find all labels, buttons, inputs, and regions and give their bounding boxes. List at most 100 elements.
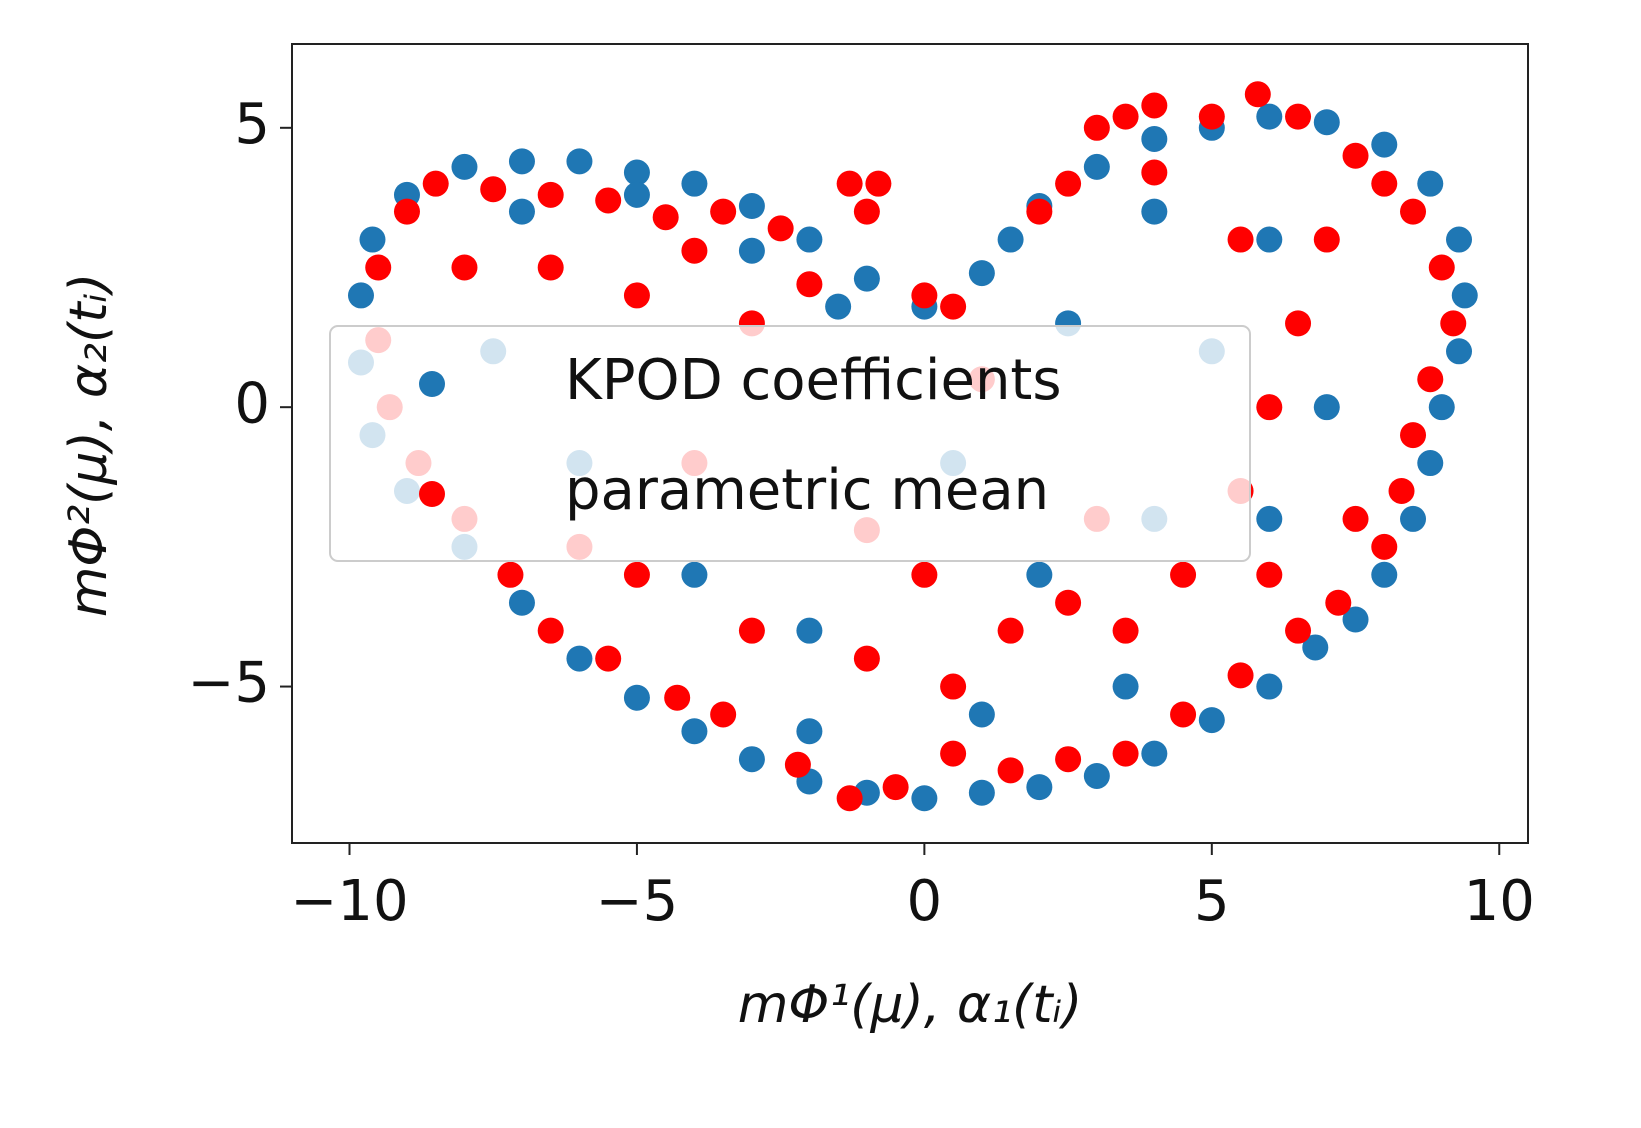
point [1112, 103, 1139, 130]
x-tick-label: 5 [1194, 869, 1230, 934]
point [1428, 394, 1455, 421]
point [652, 204, 679, 231]
y-tick-label: 5 [234, 92, 270, 157]
point [1141, 198, 1168, 225]
point [623, 181, 650, 208]
point [911, 785, 938, 812]
point [853, 198, 880, 225]
point [997, 757, 1024, 784]
point [1083, 153, 1110, 180]
point [968, 701, 995, 728]
point [1244, 81, 1271, 108]
point [1256, 226, 1283, 253]
point [1440, 310, 1467, 337]
point [1342, 142, 1369, 169]
point [1112, 740, 1139, 767]
point [365, 254, 392, 281]
point [595, 187, 622, 214]
point [451, 153, 478, 180]
point [1198, 707, 1225, 734]
point [853, 645, 880, 672]
point [566, 645, 593, 672]
point [796, 617, 823, 644]
point [784, 751, 811, 778]
point [1026, 774, 1053, 801]
y-tick-label: −5 [187, 651, 270, 716]
point [623, 282, 650, 309]
legend-label: parametric mean [565, 458, 1049, 523]
point [1141, 92, 1168, 119]
point [623, 684, 650, 711]
point [1227, 226, 1254, 253]
point [1285, 310, 1312, 337]
point [1313, 109, 1340, 136]
point [1256, 561, 1283, 588]
point [882, 774, 909, 801]
point [537, 617, 564, 644]
point [508, 589, 535, 616]
point [836, 785, 863, 812]
point [1417, 450, 1444, 477]
point [1313, 394, 1340, 421]
x-axis-label: mΦ¹(μ), α₁(tᵢ) [738, 975, 1083, 1035]
point [1256, 394, 1283, 421]
point [836, 170, 863, 197]
point [1026, 198, 1053, 225]
point [738, 746, 765, 773]
legend-marker [419, 481, 445, 507]
point [1170, 701, 1197, 728]
point [681, 237, 708, 264]
legend-box [329, 325, 1251, 562]
point [347, 282, 374, 309]
point [1446, 226, 1473, 253]
point [393, 198, 420, 225]
point [1400, 505, 1427, 532]
point [1428, 254, 1455, 281]
point [1371, 131, 1398, 158]
point [1141, 125, 1168, 152]
point [566, 148, 593, 175]
point [1083, 762, 1110, 789]
point [1256, 673, 1283, 700]
point [1342, 505, 1369, 532]
plot-frame [291, 43, 1529, 844]
x-tick-label: −10 [290, 869, 408, 934]
point [738, 193, 765, 220]
point [1256, 103, 1283, 130]
point [1400, 198, 1427, 225]
point [968, 260, 995, 287]
point [710, 701, 737, 728]
point [940, 673, 967, 700]
point [940, 293, 967, 320]
point [623, 561, 650, 588]
point [1451, 282, 1478, 309]
point [1227, 662, 1254, 689]
point [1325, 589, 1352, 616]
point [1371, 561, 1398, 588]
point [738, 617, 765, 644]
point [825, 293, 852, 320]
point [1083, 114, 1110, 141]
point [451, 254, 478, 281]
point [1313, 226, 1340, 253]
point [1112, 617, 1139, 644]
point [1388, 477, 1415, 504]
point [997, 617, 1024, 644]
point [796, 718, 823, 745]
point [480, 176, 507, 203]
point [359, 226, 386, 253]
point [710, 198, 737, 225]
x-tick-label: 10 [1464, 869, 1535, 934]
legend: KPOD coefficients parametric mean [329, 325, 1251, 562]
point [681, 561, 708, 588]
point [1256, 505, 1283, 532]
point [1055, 746, 1082, 773]
point [1302, 634, 1329, 661]
x-tick-label: −5 [596, 869, 679, 934]
point [537, 254, 564, 281]
point [497, 561, 524, 588]
point [1170, 561, 1197, 588]
point [681, 718, 708, 745]
point [508, 198, 535, 225]
